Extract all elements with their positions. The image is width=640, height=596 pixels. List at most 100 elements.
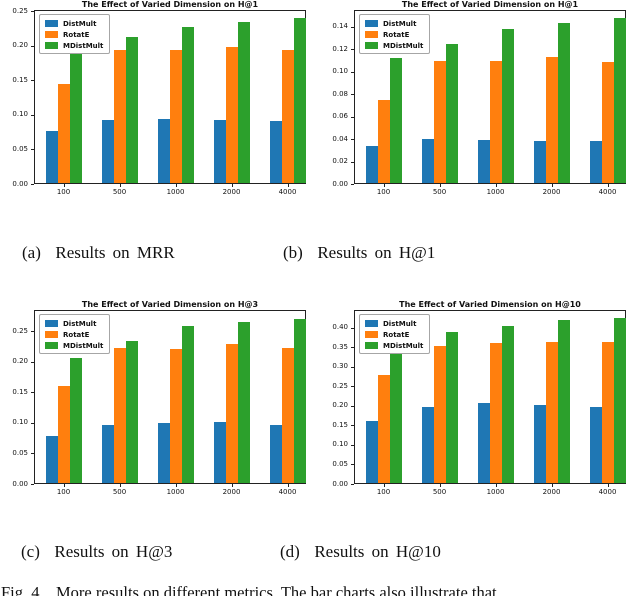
x-tickmark: [231, 184, 233, 187]
legend-swatch-distmult: [45, 320, 58, 327]
y-tick-label: 0.25: [332, 381, 348, 390]
y-tickmark: [31, 362, 34, 363]
legend: DistMult RotatE MDistMult: [39, 14, 111, 54]
legend-label: RotatE: [383, 330, 410, 339]
x-tickmark: [175, 184, 177, 187]
y-tickmark: [351, 328, 354, 329]
y-tick-label: 0.10: [332, 440, 348, 449]
y-tickmark: [351, 184, 354, 185]
subcaption-c: (c) Results on H@3: [21, 542, 173, 561]
bar-rotate-2000: [225, 343, 238, 483]
y-tick-label: 0.15: [332, 420, 348, 429]
chart-title: The Effect of Varied Dimension on H@1: [81, 0, 259, 9]
bar-distmult-500: [421, 406, 434, 483]
bar-rotate-100: [377, 375, 390, 483]
y-tick-label: 0.00: [332, 179, 348, 188]
x-tick-label: 1000: [166, 188, 185, 196]
bar-mdistmult-2000: [237, 322, 250, 483]
y-tickmark: [351, 49, 354, 50]
legend-swatch-mdistmult: [45, 342, 58, 349]
legend: DistMult RotatE MDistMult: [359, 14, 431, 54]
y-tick-label: 0.15: [12, 75, 28, 84]
y-tickmark: [351, 484, 354, 485]
y-tickmark: [31, 149, 34, 150]
legend-item: DistMult: [45, 318, 103, 329]
x-tickmark: [119, 184, 121, 187]
chart-d-h10: The Effect of Varied Dimension on H@10 0.…: [320, 300, 640, 500]
bar-distmult-2000: [213, 119, 226, 183]
legend-swatch-rotate: [365, 31, 378, 38]
y-tickmark: [31, 392, 34, 393]
y-tick-label: 0.10: [12, 110, 28, 119]
x-tickmark: [551, 184, 553, 187]
legend-swatch-rotate: [45, 31, 58, 38]
x-tickmark: [607, 184, 609, 187]
bar-distmult-100: [365, 420, 378, 483]
x-tickmark: [383, 484, 385, 487]
bar-rotate-100: [57, 83, 70, 183]
legend-item: MDistMult: [45, 40, 103, 51]
y-tickmark: [31, 184, 34, 185]
y-tickmark: [31, 453, 34, 454]
figure-caption: Fig. 4. More results on different metric…: [1, 583, 497, 596]
y-tick-label: 0.02: [332, 157, 348, 166]
y-tickmark: [351, 27, 354, 28]
x-tickmark: [495, 484, 497, 487]
bar-mdistmult-500: [445, 331, 458, 483]
x-tickmark: [175, 484, 177, 487]
y-tick-label: 0.15: [12, 387, 28, 396]
y-tickmark: [351, 445, 354, 446]
bar-distmult-500: [101, 424, 114, 483]
y-tick-label: 0.00: [12, 479, 28, 488]
y-tickmark: [351, 162, 354, 163]
y-tick-label: 0.30: [332, 362, 348, 371]
subcaption-a: (a) Results on MRR: [22, 243, 175, 262]
bar-mdistmult-1000: [181, 26, 194, 183]
subcaption-b: (b) Results on H@1: [283, 243, 436, 262]
chart-b-h1: The Effect of Varied Dimension on H@1 0.0…: [320, 0, 640, 200]
y-tick-label: 0.35: [332, 342, 348, 351]
legend-swatch-rotate: [365, 331, 378, 338]
x-tickmark: [63, 484, 65, 487]
chart-title: The Effect of Varied Dimension on H@10: [399, 300, 581, 309]
x-tickmark: [495, 184, 497, 187]
bar-mdistmult-100: [69, 54, 82, 183]
bar-rotate-2000: [545, 57, 558, 183]
x-tick-label: 500: [432, 488, 447, 496]
y-tickmark: [31, 11, 34, 12]
legend-item: DistMult: [45, 18, 103, 29]
bar-distmult-2000: [533, 405, 546, 483]
x-tickmark: [607, 484, 609, 487]
bar-rotate-4000: [281, 347, 294, 483]
y-tick-label: 0.20: [12, 357, 28, 366]
legend-item: DistMult: [365, 18, 423, 29]
x-tick-label: 1000: [166, 488, 185, 496]
x-tick-label: 100: [56, 488, 71, 496]
x-tickmark: [287, 184, 289, 187]
y-tick-label: 0.14: [332, 22, 348, 31]
bar-mdistmult-1000: [501, 326, 514, 483]
bar-mdistmult-100: [389, 58, 402, 183]
bar-rotate-500: [433, 60, 446, 183]
legend-label: MDistMult: [63, 341, 104, 350]
y-tickmark: [351, 72, 354, 73]
y-tickmark: [31, 423, 34, 424]
legend-item: RotatE: [365, 329, 423, 340]
y-tickmark: [31, 80, 34, 81]
bar-rotate-1000: [489, 60, 502, 183]
y-tick-label: 0.25: [12, 326, 28, 335]
y-tick-label: 0.05: [332, 459, 348, 468]
bar-distmult-1000: [157, 119, 170, 183]
legend-label: RotatE: [383, 30, 410, 39]
legend-label: RotatE: [63, 30, 90, 39]
legend-item: MDistMult: [45, 340, 103, 351]
bar-mdistmult-4000: [293, 18, 306, 183]
y-tickmark: [31, 484, 34, 485]
y-tickmark: [351, 464, 354, 465]
x-tickmark: [119, 484, 121, 487]
y-tick-label: 0.04: [332, 134, 348, 143]
chart-c-h3: The Effect of Varied Dimension on H@3 0.0…: [0, 300, 320, 500]
bar-rotate-1000: [489, 343, 502, 483]
legend-label: MDistMult: [383, 341, 424, 350]
x-tickmark: [63, 184, 65, 187]
